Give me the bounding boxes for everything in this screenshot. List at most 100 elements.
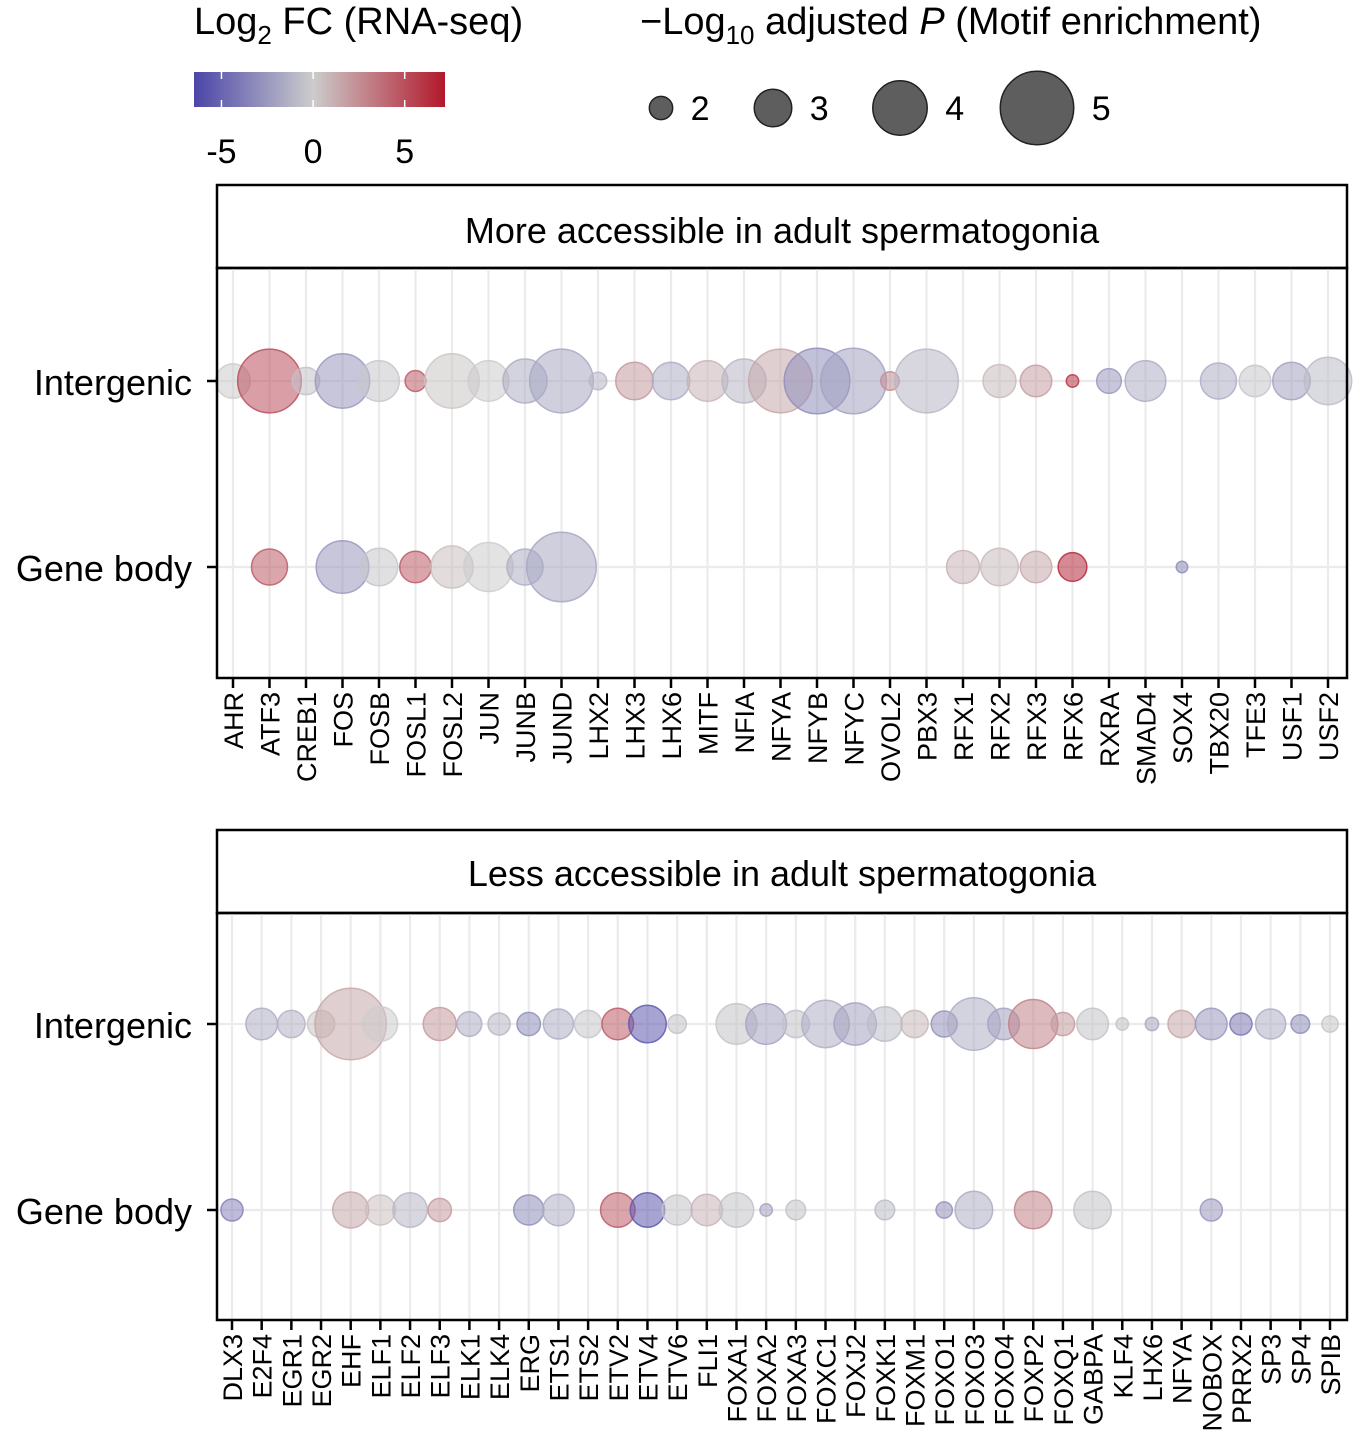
point-foxa3-gene-body [785,1199,807,1221]
x-tick-label-ahr: AHR [219,692,249,749]
point-atf3-gene-body [250,548,289,586]
x-tick-label-nfya: NFYA [767,692,797,762]
point-dlx3-gene-body [220,1198,244,1222]
point-usf2-intergenic [1303,356,1353,406]
x-tick-label-nfia: NFIA [730,692,760,754]
point-foxq1-intergenic [1050,1011,1076,1037]
point-etv4-intergenic [627,1004,667,1044]
panel-less-accessible-strip [215,828,1349,915]
point-elf2-gene-body [392,1191,429,1229]
x-tick-label-egr1: EGR1 [277,1334,307,1408]
color-legend-tick-label: 5 [395,133,414,171]
x-tick-label-usf2: USF2 [1314,692,1344,761]
x-tick-label-pbx3: PBX3 [913,692,943,761]
size-legend: −Log10 adjusted P (Motif enrichment) 2 3 4… [640,1,1261,146]
x-tick-label-ets1: ETS1 [544,1334,574,1402]
x-tick-label-tbx20: TBX20 [1205,692,1235,775]
x-tick-label-sox4: SOX4 [1168,692,1198,764]
point-foxk1-intergenic [866,1005,903,1043]
x-tick-label-ovol2: OVOL2 [876,692,906,782]
point-egr1-intergenic [276,1009,306,1039]
point-elf3-intergenic [422,1006,457,1042]
x-tick-label-rfx6: RFX6 [1059,692,1089,761]
point-foxo1-gene-body [935,1201,954,1219]
point-foxa1-gene-body [718,1191,755,1229]
x-tick-label-tfe3: TFE3 [1241,692,1271,758]
size-legend-circle [872,80,928,136]
panel-less-accessible-frame [215,911,1349,1322]
x-tick-label-foxa2: FOXA2 [752,1334,782,1423]
x-tick-label-sp4: SP4 [1286,1334,1316,1385]
x-tick-label-foxa1: FOXA1 [722,1334,752,1423]
point-rfx3-gene-body [1019,550,1053,584]
x-tick-label-elf2: ELF2 [396,1334,426,1399]
x-tick-label-foxm1: FOXM1 [901,1334,931,1427]
point-foxa2-intergenic [745,1002,788,1046]
x-tick-label-foxp2: FOXP2 [1019,1334,1049,1423]
point-rfx1-gene-body [945,549,981,585]
point-nobox-gene-body [1199,1198,1224,1222]
x-tick-label-nobox: NOBOX [1197,1334,1227,1432]
point-elf1-intergenic [362,1005,399,1043]
x-tick-label-gabpa: GABPA [1079,1334,1109,1425]
point-rfx2-gene-body [979,547,1020,587]
panel-more-accessible: More accessible in adult spermatogonia I… [16,183,1353,785]
x-tick-label-smad4: SMAD4 [1132,692,1162,785]
x-tick-label-e2f4: E2F4 [248,1334,278,1399]
point-jund-gene-body [526,531,597,603]
point-sp4-intergenic [1290,1013,1311,1035]
color-legend-title: Log2 FC (RNA-seq) [194,1,523,50]
point-rfx2-intergenic [982,363,1017,399]
point-fosl1-intergenic [404,369,427,393]
point-etv6-gene-body [661,1194,693,1226]
point-tbx20-intergenic [1199,362,1238,400]
x-tick-label-spib: SPIB [1316,1334,1346,1396]
size-legend-label: 4 [945,90,964,128]
x-tick-label-foxo3: FOXO3 [960,1334,990,1426]
x-tick-label-mitf: MITF [694,692,724,755]
point-sox4-gene-body [1175,560,1189,574]
x-tick-label-rxra: RXRA [1095,692,1125,767]
x-tick-label-sp3: SP3 [1257,1334,1287,1385]
x-tick-label-nfyc: NFYC [840,692,870,766]
x-tick-label-etv6: ETV6 [663,1334,693,1402]
x-tick-label-atf3: ATF3 [256,692,286,756]
point-ehf-gene-body [331,1191,370,1229]
x-tick-label-elk1: ELK1 [455,1334,485,1400]
color-legend-bar [194,72,445,107]
x-tick-label-ehf: EHF [337,1334,367,1388]
panel-more-accessible-row-label-intergenic: Intergenic [34,362,192,403]
x-tick-label-nfya: NFYA [1168,1334,1198,1404]
point-rxra-intergenic [1095,367,1123,395]
x-tick-label-elf1: ELF1 [366,1334,396,1399]
point-prrx2-intergenic [1229,1012,1253,1036]
x-tick-label-elk4: ELK4 [485,1334,515,1400]
point-ets1-intergenic [542,1008,575,1040]
panel-less-accessible-row-label-gene-body: Gene body [16,1191,192,1232]
point-tfe3-intergenic [1238,364,1272,398]
x-tick-label-fosb: FOSB [365,692,395,766]
point-rfx6-gene-body [1057,551,1088,583]
panel-more-accessible-row-label-gene-body: Gene body [16,548,192,589]
point-nobox-intergenic [1194,1007,1228,1041]
point-fosl1-gene-body [398,550,433,584]
point-foxa2-gene-body [759,1203,774,1217]
point-erg-intergenic [516,1011,542,1037]
point-gabpa-intergenic [1076,1007,1110,1041]
color-legend-tick-label: 0 [304,133,323,171]
x-tick-label-usf1: USF1 [1278,692,1308,761]
size-legend-label: 2 [691,90,710,128]
x-tick-label-elf3: ELF3 [426,1334,456,1399]
size-legend-circle [648,95,674,121]
point-rfx3-intergenic [1019,364,1053,398]
size-legend-label: 3 [810,90,829,128]
size-legend-title: −Log10 adjusted P (Motif enrichment) [640,1,1261,50]
x-tick-label-creb1: CREB1 [292,692,322,782]
point-jun-gene-body [463,541,514,593]
x-tick-label-foxc1: FOXC1 [812,1334,842,1424]
point-foxp2-intergenic [1007,998,1059,1050]
point-elk1-intergenic [456,1010,483,1038]
size-legend-circle [753,88,793,128]
x-tick-label-egr2: EGR2 [307,1334,337,1408]
